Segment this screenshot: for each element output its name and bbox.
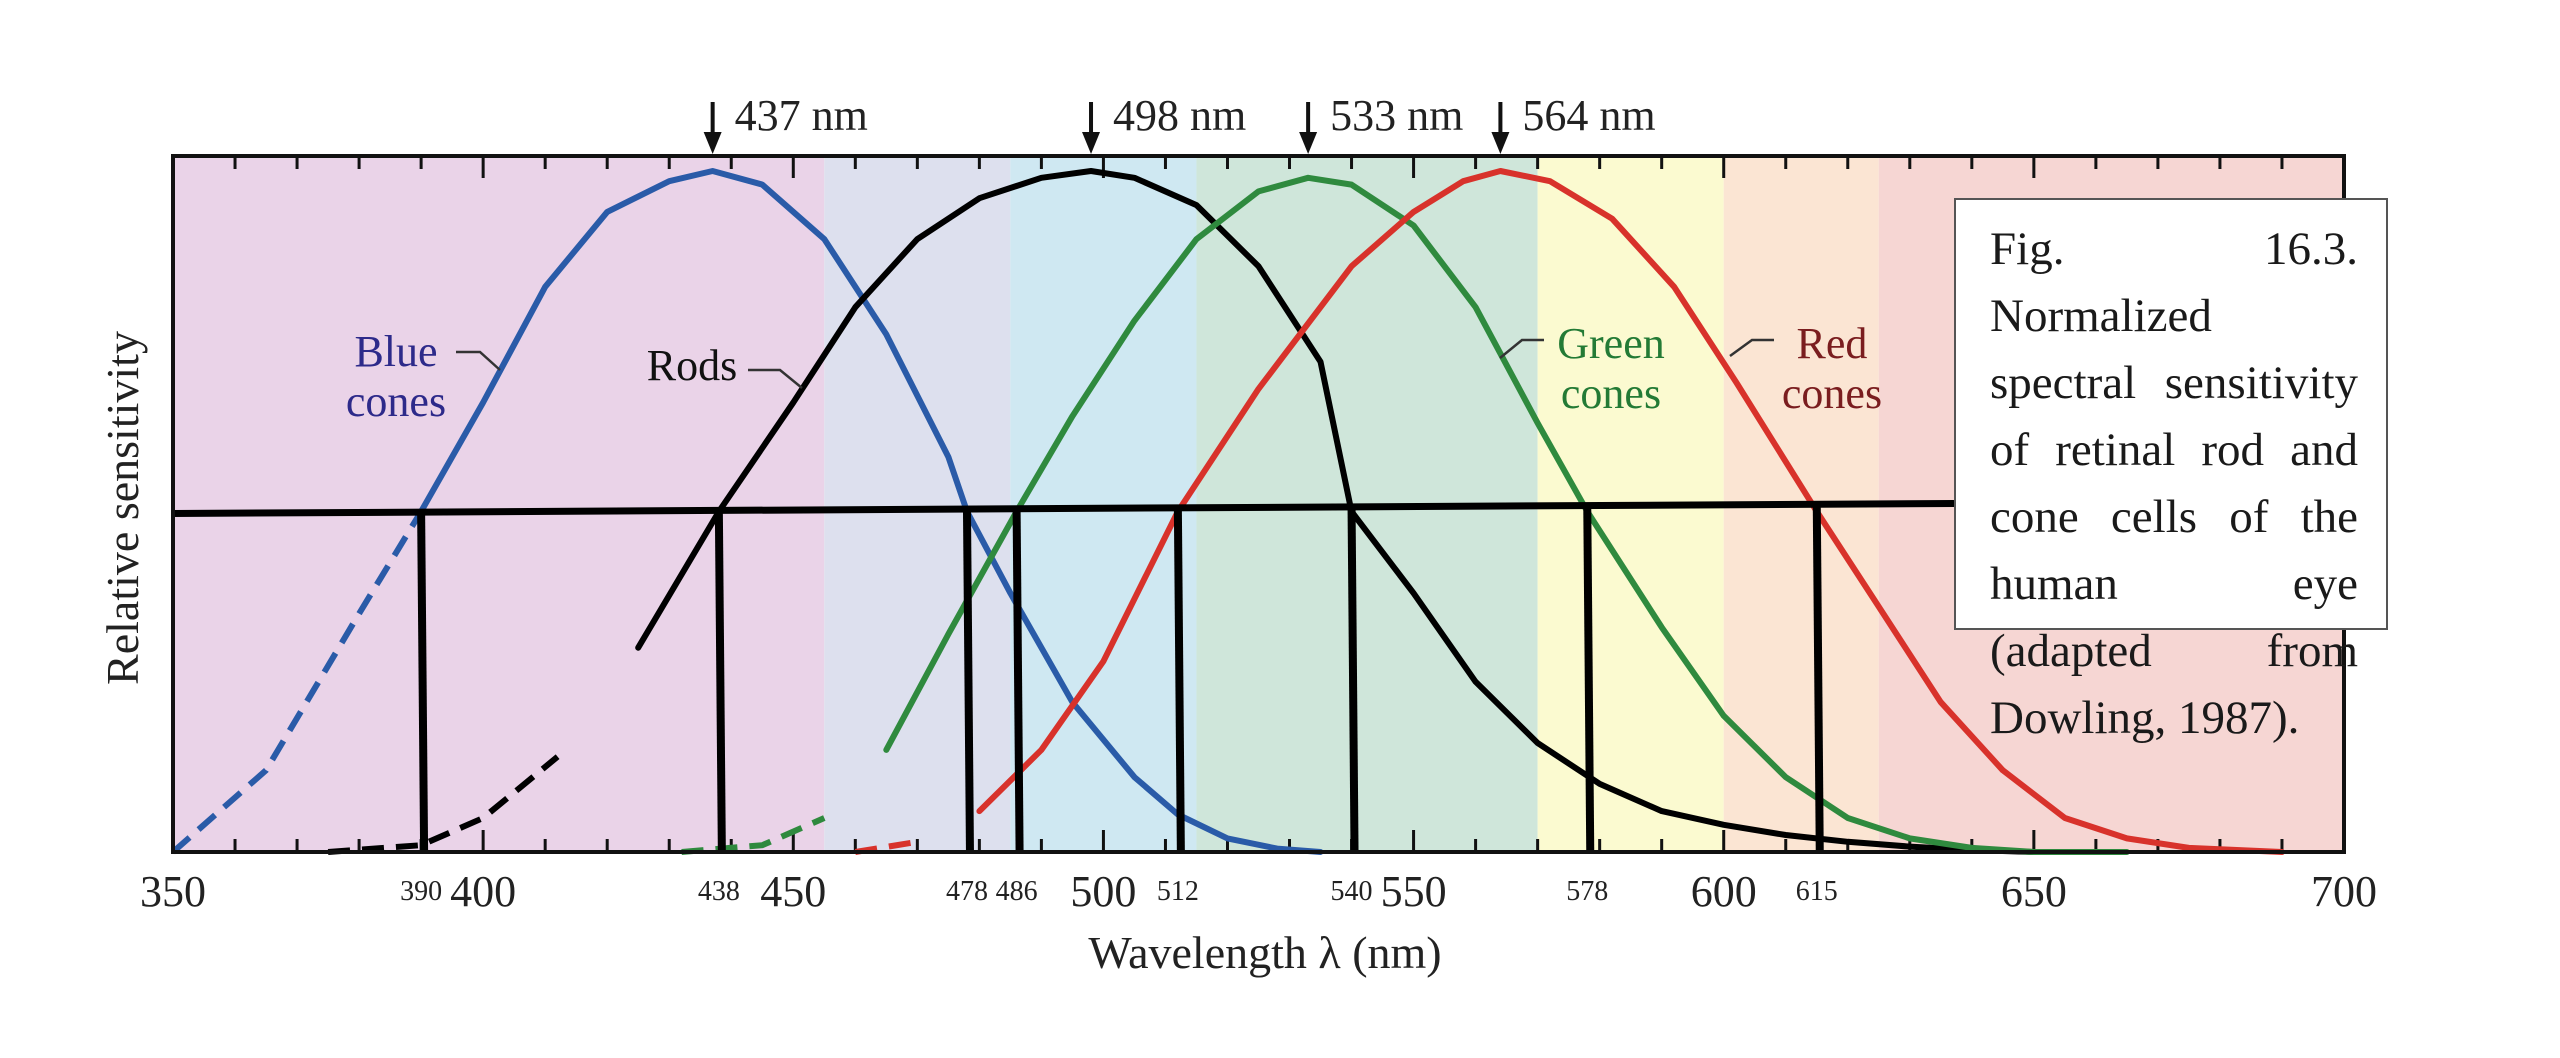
y-axis-label: Relative sensitivity <box>97 331 148 685</box>
series-label-line-0-1: cones <box>346 377 446 426</box>
series-label-line-2-1: cones <box>1561 369 1661 418</box>
half-max-label-5: 540 <box>1331 876 1373 907</box>
x-tick-label-550: 550 <box>1381 867 1447 916</box>
figure-caption-text: Fig. 16.3. Normalized spectral sensitivi… <box>1990 223 2358 744</box>
series-curve-3 <box>976 168 2285 855</box>
peak-label-3: 564 nm <box>1522 91 1655 140</box>
peak-arrow-head-0 <box>703 132 722 154</box>
x-tick-label-350: 350 <box>140 867 206 916</box>
series-curve-1 <box>635 168 2037 855</box>
peak-label-0: 437 nm <box>735 91 868 140</box>
half-max-label-7: 615 <box>1796 876 1838 907</box>
half-max-vertical-3 <box>1012 508 1024 853</box>
x-tick-label-650: 650 <box>2001 867 2067 916</box>
half-max-vertical-4 <box>1173 507 1185 853</box>
series-label-3: Red cones <box>1782 319 1882 418</box>
sensitivity-curves <box>171 168 2285 855</box>
half-max-label-1: 438 <box>698 876 740 907</box>
half-max-lines <box>172 500 1955 853</box>
series-label-line-0-0: Blue <box>354 327 437 376</box>
peak-markers: 437 nm 498 nm 533 nm 564 nm <box>703 91 1656 154</box>
series-label-line-3-1: cones <box>1782 369 1882 418</box>
series-curve-dashed-1 <box>327 754 560 855</box>
series-curve-dashed-0 <box>171 509 424 855</box>
figure-caption-box: Fig. 16.3. Normalized spectral sensitivi… <box>1954 198 2388 744</box>
half-max-vertical-5 <box>1347 506 1359 853</box>
spectrum-band-2 <box>1010 156 1197 852</box>
series-leader-2 <box>1499 338 1544 359</box>
half-max-label-4: 512 <box>1157 876 1199 907</box>
half-max-label-0: 390 <box>400 876 442 907</box>
x-axis-label: Wavelength λ (nm) <box>1088 927 1441 978</box>
x-tick-label-700: 700 <box>2311 867 2377 916</box>
half-max-vertical-2 <box>962 509 974 853</box>
spectrum-band-0 <box>173 156 825 852</box>
series-label-0: Blue cones <box>346 327 446 426</box>
series-label-2: Green cones <box>1557 319 1665 418</box>
half-max-vertical-1 <box>714 510 726 853</box>
half-max-horizontal-line <box>172 500 1955 517</box>
peak-label-1: 498 nm <box>1113 91 1246 140</box>
half-max-vertical-7 <box>1812 504 1824 853</box>
half-max-label-3: 486 <box>996 876 1038 907</box>
peak-arrow-head-3 <box>1491 132 1510 154</box>
peak-label-2: 533 nm <box>1330 91 1463 140</box>
peak-arrow-head-1 <box>1082 132 1101 154</box>
x-tick-label-600: 600 <box>1691 867 1757 916</box>
series-leader-3 <box>1729 338 1774 358</box>
series-leader-0 <box>456 350 501 371</box>
half-max-label-6: 578 <box>1566 876 1608 907</box>
series-curve-0 <box>418 168 1324 855</box>
half-max-label-2: 478 <box>946 876 988 907</box>
series-label-line-3-0: Red <box>1797 319 1868 368</box>
half-max-vertical-6 <box>1583 505 1595 853</box>
x-tick-labels: 350 400 450 500 550 600 650 700 <box>140 867 2377 916</box>
spectrum-band-1 <box>824 156 1011 852</box>
half-max-vertical-0 <box>417 512 429 853</box>
half-max-labels: 390 438 478 486 512 540 578 615 <box>400 876 1838 907</box>
peak-arrow-head-2 <box>1299 132 1318 154</box>
series-label-line-1-0: Rods <box>647 341 737 390</box>
series-curve-dashed-2 <box>681 815 826 855</box>
x-tick-label-400: 400 <box>450 867 516 916</box>
series-label-line-2-0: Green <box>1557 319 1665 368</box>
series-leader-1 <box>748 368 803 389</box>
x-tick-label-450: 450 <box>760 867 826 916</box>
series-curve-2 <box>883 174 2130 855</box>
series-label-1: Rods <box>647 341 737 390</box>
x-tick-label-500: 500 <box>1070 867 1136 916</box>
